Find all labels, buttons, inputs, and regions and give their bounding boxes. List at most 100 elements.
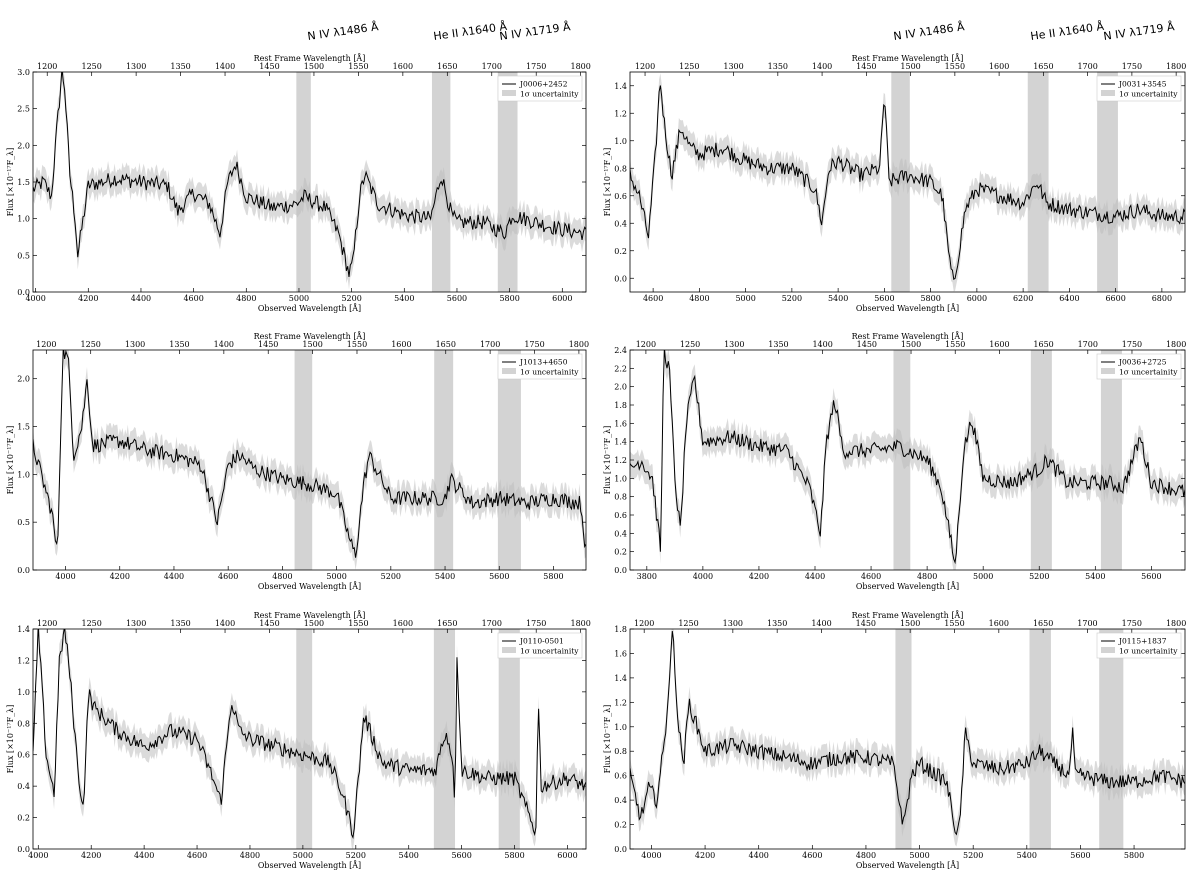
top-tick-label: 1600 [989,62,1009,71]
legend-label-uncertainty: 1σ uncertainity [520,90,579,99]
top-tick-label: 1600 [989,619,1009,628]
y-tick-label: 1.2 [614,698,627,707]
top-tick-label: 1300 [126,619,146,628]
y-tick-label: 2.0 [17,375,30,384]
legend-band-swatch [502,90,516,96]
legend-box [497,75,583,102]
x-tick-label: 4600 [802,851,822,860]
spectrum-line [630,631,1185,836]
x-tick-label: 5000 [326,572,346,581]
legend-band-swatch [502,647,516,653]
x-tick-label: 5600 [1141,572,1161,581]
y-tick-label: 0.5 [17,518,30,527]
x-tick-label: 3800 [637,572,657,581]
legend-band-swatch [1101,647,1115,653]
x-tick-label: 5800 [499,294,519,303]
top-tick-label: 1450 [857,340,877,349]
x-tick-label: 4400 [164,572,184,581]
top-axis-label: Rest Frame Wavelength [Å] [852,332,964,341]
y-axis-label: Flux [×10⁻¹⁷F_λ] [603,148,612,217]
x-tick-label: 4200 [695,851,715,860]
y-tick-label: 1.0 [17,215,30,224]
top-tick-label: 1600 [391,340,411,349]
x-tick-label: 4800 [272,572,292,581]
legend-label-uncertainty: 1σ uncertainity [520,368,579,377]
top-tick-label: 1700 [482,619,502,628]
top-tick-label: 1600 [989,340,1009,349]
y-tick-label: 0.0 [17,845,30,854]
top-tick-label: 1250 [81,62,101,71]
spectrum-line [33,72,586,277]
x-tick-label: 5000 [289,294,309,303]
line-label-niv-1719-right: N IV λ1719 Å [1103,20,1176,43]
x-tick-label: 5200 [346,851,366,860]
uncertainty-region [33,629,586,849]
y-tick-label: 2.0 [614,383,627,392]
top-tick-label: 1200 [636,340,656,349]
x-tick-label: 6000 [557,851,577,860]
top-axis-label: Rest Frame Wavelength [Å] [254,611,366,620]
x-tick-label: 4400 [134,851,154,860]
line-label-niv-1719-left: N IV λ1719 Å [499,20,572,43]
panel-j0031+3545: 4600 4800 5000 5200 5400 5600 5800 6000 6200 6400… [603,54,1186,313]
y-tick-label: 1.0 [614,137,627,146]
x-tick-label: 4200 [81,851,101,860]
y-tick-label: 1.2 [614,456,627,465]
top-tick-label: 1800 [569,340,589,349]
top-tick-label: 1350 [169,340,189,349]
x-tick-label: 5600 [874,294,894,303]
spectrum-line [630,350,1185,565]
top-tick-label: 1550 [348,62,368,71]
top-tick-label: 1650 [1033,619,1053,628]
y-axis-label: Flux [×10⁻¹⁷F_λ] [603,705,612,774]
top-tick-label: 1600 [393,619,413,628]
top-tick-label: 1600 [393,62,413,71]
y-tick-label: 1.8 [614,401,627,410]
top-tick-label: 1500 [900,619,920,628]
x-tick-label: 4400 [749,851,769,860]
top-tick-label: 1500 [901,340,921,349]
shaded-band-3 [497,72,518,292]
x-tick-label: 5400 [435,572,455,581]
x-tick-label: 4600 [187,851,207,860]
line-label-heii-1640-left: He II λ1640 Å [433,20,509,43]
top-tick-label: 1400 [215,619,235,628]
top-tick-label: 1800 [1166,62,1186,71]
x-tick-label: 4200 [110,572,130,581]
x-tick-label: 4000 [25,294,45,303]
y-tick-label: 1.8 [614,625,627,634]
x-tick-label: 5800 [504,851,524,860]
top-tick-label: 1250 [680,340,700,349]
top-tick-label: 1400 [812,340,832,349]
x-tick-label: 5000 [735,294,755,303]
y-tick-label: 0.0 [17,288,30,297]
top-tick-label: 1400 [811,619,831,628]
x-tick-label: 4600 [643,294,663,303]
x-tick-label: 5800 [1124,851,1144,860]
x-tick-label: 5400 [1017,851,1037,860]
x-tick-label: 5600 [447,294,467,303]
y-tick-label: 1.4 [614,82,627,91]
top-tick-label: 1550 [945,62,965,71]
x-tick-label: 5000 [293,851,313,860]
top-tick-label: 1250 [679,62,699,71]
top-tick-label: 1550 [944,619,964,628]
x-tick-label: 4400 [805,572,825,581]
y-tick-label: 0.8 [614,747,627,756]
plot-frame [32,349,587,571]
y-tick-label: 1.0 [614,474,627,483]
top-tick-label: 1550 [347,340,367,349]
y-tick-label: 1.5 [17,178,30,187]
y-tick-label: 0.6 [614,192,627,201]
top-tick-label: 1750 [1122,62,1142,71]
spectrum-line [630,85,1185,281]
top-tick-label: 1800 [1166,619,1186,628]
x-axis-label: Observed Wavelength [Å] [856,304,959,313]
legend-label-uncertainty: 1σ uncertainity [1119,368,1178,377]
y-tick-label: 0.6 [614,511,627,520]
top-tick-label: 1400 [215,62,235,71]
top-tick-label: 1500 [304,619,324,628]
top-tick-label: 1500 [304,62,324,71]
legend-label-spectrum: J0036+2725 [1118,358,1167,367]
panel-j0110-0501: 4000 4200 4400 4600 4800 5000 5200 5400 5600 5800… [6,611,591,870]
